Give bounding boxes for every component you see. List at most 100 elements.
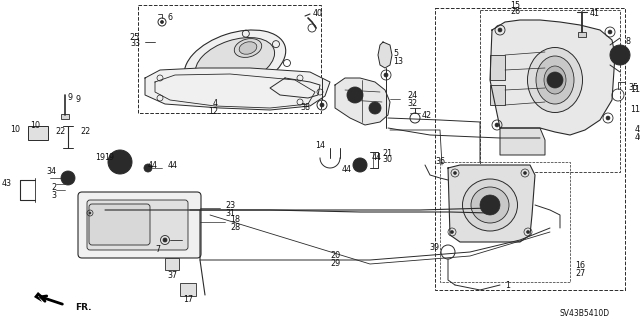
Text: 31: 31 bbox=[225, 209, 235, 218]
Text: 19: 19 bbox=[104, 153, 114, 162]
Polygon shape bbox=[378, 42, 392, 68]
Circle shape bbox=[451, 231, 454, 234]
Circle shape bbox=[61, 171, 75, 185]
Text: 27: 27 bbox=[575, 269, 585, 278]
Circle shape bbox=[65, 175, 71, 181]
Circle shape bbox=[454, 172, 456, 174]
Circle shape bbox=[480, 195, 500, 215]
Text: 13: 13 bbox=[393, 56, 403, 65]
Circle shape bbox=[524, 172, 527, 174]
Text: 9: 9 bbox=[68, 93, 73, 102]
Text: 4: 4 bbox=[213, 100, 218, 108]
Text: 16: 16 bbox=[575, 261, 585, 270]
Text: 25: 25 bbox=[130, 33, 140, 41]
Text: 1: 1 bbox=[505, 280, 510, 290]
Ellipse shape bbox=[471, 187, 509, 223]
Circle shape bbox=[486, 201, 494, 209]
Bar bbox=[435, 8, 625, 290]
Text: 38: 38 bbox=[300, 103, 310, 113]
Circle shape bbox=[356, 161, 364, 168]
Polygon shape bbox=[500, 128, 545, 155]
Circle shape bbox=[351, 91, 359, 99]
Ellipse shape bbox=[527, 48, 582, 113]
Circle shape bbox=[161, 20, 163, 24]
Bar bbox=[180, 283, 196, 296]
Text: 21: 21 bbox=[382, 149, 392, 158]
Bar bbox=[138, 5, 321, 113]
Text: 44: 44 bbox=[372, 153, 382, 162]
Circle shape bbox=[320, 103, 324, 107]
Circle shape bbox=[369, 102, 381, 114]
FancyBboxPatch shape bbox=[78, 192, 201, 258]
FancyBboxPatch shape bbox=[87, 200, 188, 250]
Circle shape bbox=[608, 30, 612, 34]
Text: 10: 10 bbox=[30, 121, 40, 130]
Text: 44: 44 bbox=[148, 160, 158, 169]
Text: 46: 46 bbox=[635, 133, 640, 143]
Text: 35: 35 bbox=[628, 84, 638, 93]
Polygon shape bbox=[490, 20, 615, 135]
Bar bbox=[578, 32, 586, 37]
Circle shape bbox=[495, 123, 499, 127]
Text: 30: 30 bbox=[382, 155, 392, 165]
FancyBboxPatch shape bbox=[89, 204, 150, 245]
Text: 2: 2 bbox=[51, 183, 56, 192]
Text: 28: 28 bbox=[230, 222, 240, 232]
Circle shape bbox=[113, 155, 127, 169]
Text: 15: 15 bbox=[510, 1, 520, 10]
Bar bbox=[440, 162, 570, 282]
Text: 26: 26 bbox=[510, 8, 520, 17]
FancyArrowPatch shape bbox=[40, 296, 62, 304]
Text: 8: 8 bbox=[626, 38, 631, 47]
Circle shape bbox=[615, 50, 625, 60]
Text: 6: 6 bbox=[168, 13, 173, 23]
Circle shape bbox=[527, 231, 529, 234]
Text: 43: 43 bbox=[2, 180, 12, 189]
Ellipse shape bbox=[463, 179, 518, 231]
Circle shape bbox=[384, 73, 388, 77]
Text: SV43B5410D: SV43B5410D bbox=[560, 308, 610, 317]
Polygon shape bbox=[270, 78, 320, 98]
Ellipse shape bbox=[234, 39, 262, 57]
Polygon shape bbox=[448, 165, 535, 242]
Circle shape bbox=[347, 87, 363, 103]
Circle shape bbox=[108, 150, 132, 174]
Circle shape bbox=[89, 212, 91, 214]
Circle shape bbox=[163, 238, 167, 242]
Text: 42: 42 bbox=[422, 110, 432, 120]
Text: 40: 40 bbox=[313, 9, 323, 18]
Text: 20: 20 bbox=[330, 250, 340, 259]
Text: 3: 3 bbox=[51, 191, 56, 201]
Text: 34: 34 bbox=[46, 167, 56, 176]
Text: 11: 11 bbox=[630, 106, 640, 115]
Text: 11: 11 bbox=[630, 85, 640, 94]
Text: 37: 37 bbox=[167, 271, 177, 279]
Ellipse shape bbox=[239, 42, 257, 54]
Text: 29: 29 bbox=[330, 258, 340, 268]
Bar bbox=[61, 114, 69, 119]
Circle shape bbox=[552, 77, 558, 83]
Text: 17: 17 bbox=[183, 295, 193, 305]
Text: 36: 36 bbox=[435, 157, 445, 166]
Text: 19: 19 bbox=[95, 152, 105, 161]
Bar bbox=[480, 10, 620, 172]
Bar bbox=[165, 258, 179, 270]
Text: 24: 24 bbox=[407, 92, 417, 100]
Text: 14: 14 bbox=[315, 140, 325, 150]
Circle shape bbox=[606, 116, 610, 120]
Circle shape bbox=[547, 72, 563, 88]
Text: 7: 7 bbox=[155, 246, 160, 255]
Bar bbox=[490, 55, 505, 80]
Text: 32: 32 bbox=[407, 99, 417, 108]
Bar bbox=[490, 85, 505, 105]
Circle shape bbox=[117, 159, 123, 165]
Circle shape bbox=[144, 164, 152, 172]
Ellipse shape bbox=[544, 66, 566, 94]
Bar bbox=[28, 126, 48, 140]
Text: 41: 41 bbox=[590, 10, 600, 19]
Text: 12: 12 bbox=[208, 107, 218, 115]
Text: 22: 22 bbox=[80, 128, 90, 137]
Text: 44: 44 bbox=[168, 161, 178, 170]
Ellipse shape bbox=[536, 56, 574, 104]
Text: 45: 45 bbox=[635, 125, 640, 135]
